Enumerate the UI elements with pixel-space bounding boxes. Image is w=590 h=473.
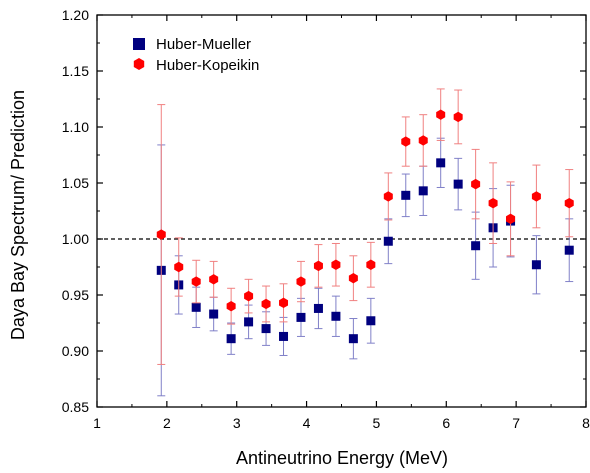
- data-point: [383, 191, 393, 202]
- data-point: [226, 334, 236, 344]
- x-tick-label: 5: [373, 415, 381, 431]
- data-point: [471, 178, 481, 190]
- data-point: [366, 259, 376, 270]
- data-point: [261, 324, 271, 334]
- legend-label-huber-kopeikin: Huber-Kopeikin: [156, 57, 259, 74]
- legend: Huber-Mueller Huber-Kopeikin: [133, 36, 259, 74]
- y-tick-label: 0.90: [62, 343, 89, 359]
- data-point: [436, 109, 446, 120]
- y-tick-label: 0.85: [62, 399, 89, 415]
- data-point: [156, 229, 166, 240]
- data-point: [401, 136, 411, 147]
- y-tick-label: 0.95: [62, 287, 89, 303]
- x-tick-label: 8: [582, 415, 590, 431]
- y-axis-title: Daya Bay Spectrum/ Prediction: [8, 90, 28, 340]
- data-point: [453, 179, 463, 189]
- x-tick-label: 1: [93, 415, 101, 431]
- data-point: [261, 298, 271, 310]
- data-point: [209, 274, 219, 285]
- series-huber-mueller: [156, 137, 574, 397]
- x-axis-title: Antineutrino Energy (MeV): [236, 448, 448, 468]
- data-point: [296, 276, 306, 287]
- axes: 1 2 3 4 5 6 7 8 0.85 0.90 0.95 1.00 1.05 1.10 1.15 1.20: [62, 7, 590, 431]
- y-tick-label: 1.05: [62, 175, 89, 191]
- data-point: [531, 260, 541, 270]
- data-point: [506, 213, 516, 225]
- y-tick-label: 1.20: [62, 7, 89, 23]
- data-point: [366, 316, 376, 326]
- data-point: [313, 260, 323, 272]
- data-point: [279, 331, 289, 341]
- x-tick-label: 4: [303, 415, 311, 431]
- data-point: [453, 111, 463, 123]
- data-point: [244, 317, 254, 327]
- y-tick-label: 1.15: [62, 63, 89, 79]
- legend-marker-square: [133, 38, 145, 50]
- data-point: [348, 273, 358, 284]
- data-point: [244, 290, 254, 302]
- data-point: [226, 301, 236, 312]
- legend-label-huber-mueller: Huber-Mueller: [156, 36, 251, 53]
- data-point: [531, 191, 541, 202]
- data-point: [174, 261, 184, 273]
- x-tick-label: 3: [233, 415, 241, 431]
- legend-marker-hexagon: [133, 58, 145, 70]
- plot-area: [97, 88, 586, 397]
- data-point: [488, 197, 498, 209]
- data-point: [401, 190, 411, 200]
- data-point: [436, 158, 446, 168]
- data-point: [471, 241, 481, 251]
- data-point: [564, 245, 574, 255]
- data-point: [191, 276, 201, 287]
- data-point: [418, 186, 428, 196]
- data-point: [331, 311, 341, 321]
- x-tick-label: 6: [442, 415, 450, 431]
- data-point: [313, 303, 323, 313]
- series-huber-kopeikin: [156, 88, 574, 365]
- data-point: [279, 297, 289, 309]
- data-point: [564, 197, 574, 209]
- data-point: [209, 309, 219, 319]
- x-tick-label: 2: [163, 415, 171, 431]
- y-tick-label: 1.10: [62, 119, 89, 135]
- data-point: [348, 334, 358, 344]
- data-point: [383, 236, 393, 246]
- x-tick-label: 7: [512, 415, 520, 431]
- data-point: [296, 312, 306, 322]
- data-point: [418, 135, 428, 146]
- data-point: [331, 259, 341, 270]
- y-tick-label: 1.00: [62, 231, 89, 247]
- data-point: [191, 302, 201, 312]
